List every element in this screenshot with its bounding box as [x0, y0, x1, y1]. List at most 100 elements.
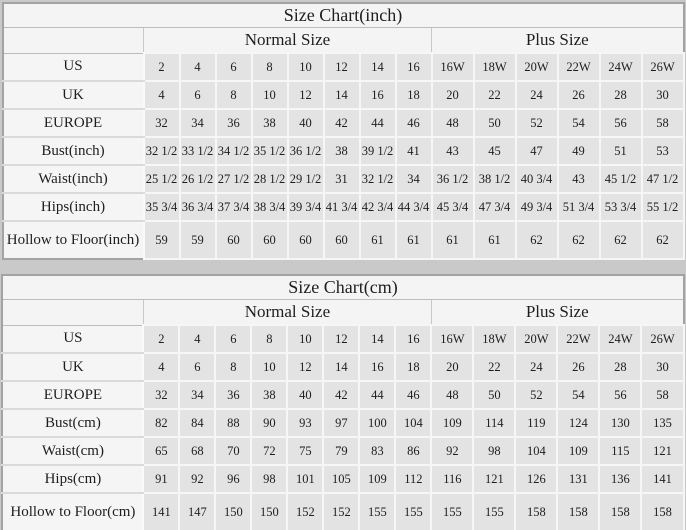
- row-label: Hips(inch): [2, 193, 145, 222]
- size-cell: 44 3/4: [394, 192, 433, 222]
- size-cell: 30: [640, 352, 685, 382]
- row-label: Hollow to Floor(inch): [2, 221, 145, 259]
- size-cell: 61: [472, 220, 517, 260]
- size-cell: 36 3/4: [178, 192, 217, 222]
- size-cell: 12: [286, 352, 325, 382]
- size-cell: 36 1/2: [430, 164, 475, 194]
- group-header-blank: [2, 27, 144, 54]
- size-cell: 62: [640, 220, 685, 260]
- size-cell: 10: [250, 80, 289, 110]
- plus-size-header: Plus Size: [431, 27, 684, 54]
- size-cell: 59: [142, 220, 181, 260]
- size-cell: 44: [358, 108, 397, 138]
- size-cell: 20W: [514, 52, 559, 82]
- size-cell: 33 1/2: [178, 136, 217, 166]
- group-header-row: Normal Size Plus Size: [2, 299, 684, 326]
- size-cell: 60: [322, 220, 361, 260]
- size-cell: 26: [556, 352, 601, 382]
- table-title-row: Size Chart(cm): [2, 275, 684, 300]
- normal-size-header: Normal Size: [143, 27, 432, 54]
- table-title-row: Size Chart(inch): [2, 3, 684, 28]
- size-cell: 8: [250, 324, 289, 354]
- size-cell: 26 1/2: [178, 164, 217, 194]
- size-cell: 93: [286, 408, 325, 438]
- size-cell: 52: [514, 380, 559, 410]
- size-cell: 32: [142, 108, 181, 138]
- size-cell: 155: [430, 492, 475, 530]
- size-cell: 49: [556, 136, 601, 166]
- size-cell: 131: [556, 464, 601, 494]
- size-cell: 20: [430, 80, 475, 110]
- size-cell: 50: [472, 108, 517, 138]
- size-cell: 72: [250, 436, 289, 466]
- size-cell: 51 3/4: [556, 192, 601, 222]
- size-cell: 45 1/2: [598, 164, 643, 194]
- size-cell: 155: [358, 492, 397, 530]
- size-cell: 62: [598, 220, 643, 260]
- size-cell: 158: [514, 492, 559, 530]
- size-cell: 79: [322, 436, 361, 466]
- size-cell: 14: [358, 52, 397, 82]
- size-cell: 36 1/2: [286, 136, 325, 166]
- size-cell: 54: [556, 380, 601, 410]
- size-cell: 121: [472, 464, 517, 494]
- size-cell: 24W: [598, 52, 643, 82]
- table-row: Waist(cm) 65 68 70 72 75 79 83 86 92 98 104 109 115 12…: [2, 436, 685, 466]
- size-cell: 18W: [472, 52, 517, 82]
- size-cell: 20: [430, 352, 475, 382]
- table-row: Bust(cm) 82 84 88 90 93 97 100 104 109 114 119 124 13…: [2, 408, 685, 438]
- size-cell: 152: [286, 492, 325, 530]
- size-cell: 20W: [514, 324, 559, 354]
- size-cell: 26W: [640, 324, 685, 354]
- size-cell: 47 3/4: [472, 192, 517, 222]
- size-cell: 4: [142, 80, 181, 110]
- size-cell: 8: [250, 52, 289, 82]
- size-cell: 46: [394, 380, 433, 410]
- row-label: Waist(cm): [2, 437, 145, 466]
- size-cell: 158: [598, 492, 643, 530]
- size-cell: 60: [250, 220, 289, 260]
- size-cell: 2: [142, 52, 181, 82]
- size-cell: 24: [514, 352, 559, 382]
- size-cell: 61: [430, 220, 475, 260]
- size-cell: 16W: [430, 324, 475, 354]
- size-cell: 36: [214, 380, 253, 410]
- size-cell: 18: [394, 80, 433, 110]
- table-row: EUROPE 32 34 36 38 40 42 44 46 48 50 52 54 56 58: [2, 108, 685, 138]
- size-cell: 35 1/2: [250, 136, 289, 166]
- size-cell: 8: [214, 352, 253, 382]
- size-cell: 124: [556, 408, 601, 438]
- size-cell: 58: [640, 380, 685, 410]
- size-cell: 141: [640, 464, 685, 494]
- size-cell: 38: [322, 136, 361, 166]
- size-cell: 141: [142, 492, 181, 530]
- size-cell: 16: [358, 80, 397, 110]
- size-cell: 22W: [556, 324, 601, 354]
- size-cell: 49 3/4: [514, 192, 559, 222]
- size-cell: 61: [394, 220, 433, 260]
- size-cell: 40: [286, 108, 325, 138]
- size-cell: 98: [472, 436, 517, 466]
- size-cell: 60: [286, 220, 325, 260]
- plus-size-header: Plus Size: [431, 299, 684, 326]
- size-cell: 92: [178, 464, 217, 494]
- size-cell: 44: [358, 380, 397, 410]
- size-cell: 16: [394, 324, 433, 354]
- size-cell: 56: [598, 380, 643, 410]
- size-cell: 53 3/4: [598, 192, 643, 222]
- size-chart-cm-body: US 2 4 6 8 10 12 14 16 16W 18W 20W 22W 24W 26W UK 4 6 8 10 1…: [2, 324, 685, 530]
- size-cell: 40 3/4: [514, 164, 559, 194]
- size-cell: 150: [250, 492, 289, 530]
- size-cell: 8: [214, 80, 253, 110]
- size-cell: 25 1/2: [142, 164, 181, 194]
- size-cell: 52: [514, 108, 559, 138]
- size-cell: 28: [598, 352, 643, 382]
- table-row: US 2 4 6 8 10 12 14 16 16W 18W 20W 22W 24W 26W: [2, 324, 685, 354]
- size-cell: 34 1/2: [214, 136, 253, 166]
- size-cell: 34: [178, 380, 217, 410]
- size-cell: 16W: [430, 52, 475, 82]
- row-label: Bust(inch): [2, 137, 145, 166]
- size-chart-cm-table: Size Chart(cm) Normal Size Plus Size US 2…: [1, 274, 685, 530]
- size-cell: 104: [514, 436, 559, 466]
- size-cell: 24W: [598, 324, 643, 354]
